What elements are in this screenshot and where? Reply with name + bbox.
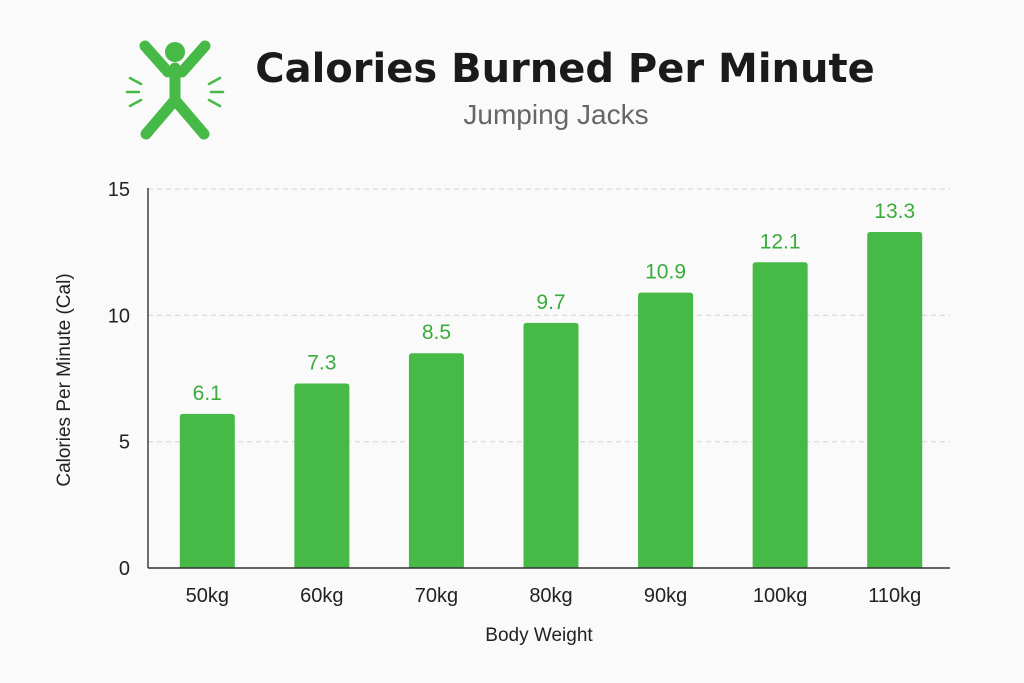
x-tick-label-80kg: 80kg [529, 585, 572, 607]
icon-head [165, 42, 185, 62]
icon-motion-line-right-1 [207, 76, 222, 86]
bar-70kg [408, 353, 464, 568]
y-tick-label-10: 10 [108, 305, 130, 327]
icon-motion-line-left-3 [128, 98, 143, 108]
icon-right-arm [176, 40, 211, 78]
x-tick-label-70kg: 70kg [415, 585, 458, 607]
y-tick-label-5: 5 [119, 432, 130, 454]
x-tick-label-100kg: 100kg [753, 585, 808, 607]
x-tick-label-60kg: 60kg [300, 585, 343, 607]
x-tick-labels: 50kg 60kg 70kg 80kg 90kg 100kg 110kg [186, 585, 922, 607]
data-label-90kg: 10.9 [645, 261, 686, 284]
data-label-50kg: 6.1 [193, 382, 222, 405]
y-tick-label-15: 15 [108, 179, 130, 201]
bar-60kg [294, 383, 350, 568]
icon-right-leg [169, 94, 210, 140]
y-axis-label: Calories Per Minute (Cal) [54, 273, 75, 486]
bars [179, 231, 923, 568]
icon-motion-line-left-1 [128, 76, 143, 86]
data-label-110kg: 13.3 [874, 200, 915, 223]
y-tick-labels: 0 5 10 15 [108, 179, 130, 580]
bar-90kg [638, 292, 694, 568]
icon-left-leg [140, 94, 181, 140]
data-label-100kg: 12.1 [760, 230, 801, 253]
data-labels: 6.1 7.3 8.5 9.7 10.9 12.1 13.3 [193, 200, 915, 405]
axes [147, 188, 950, 569]
chart-title: Calories Burned Per Minute [255, 46, 875, 92]
jumping-person-icon [125, 40, 225, 140]
x-tick-label-110kg: 110kg [868, 585, 921, 607]
icon-motion-line-right-3 [207, 98, 222, 108]
data-label-80kg: 9.7 [536, 291, 565, 314]
bar-110kg [867, 231, 923, 568]
bar-50kg [179, 413, 235, 568]
x-axis-label: Body Weight [485, 625, 593, 646]
x-tick-label-50kg: 50kg [186, 585, 229, 607]
chart-subtitle: Jumping Jacks [463, 99, 648, 130]
bar-100kg [752, 262, 808, 568]
x-tick-label-90kg: 90kg [644, 585, 687, 607]
data-label-60kg: 7.3 [307, 352, 336, 375]
bar-80kg [523, 322, 579, 568]
y-tick-label-0: 0 [119, 558, 130, 580]
data-label-70kg: 8.5 [422, 321, 451, 344]
icon-left-arm [139, 40, 174, 78]
